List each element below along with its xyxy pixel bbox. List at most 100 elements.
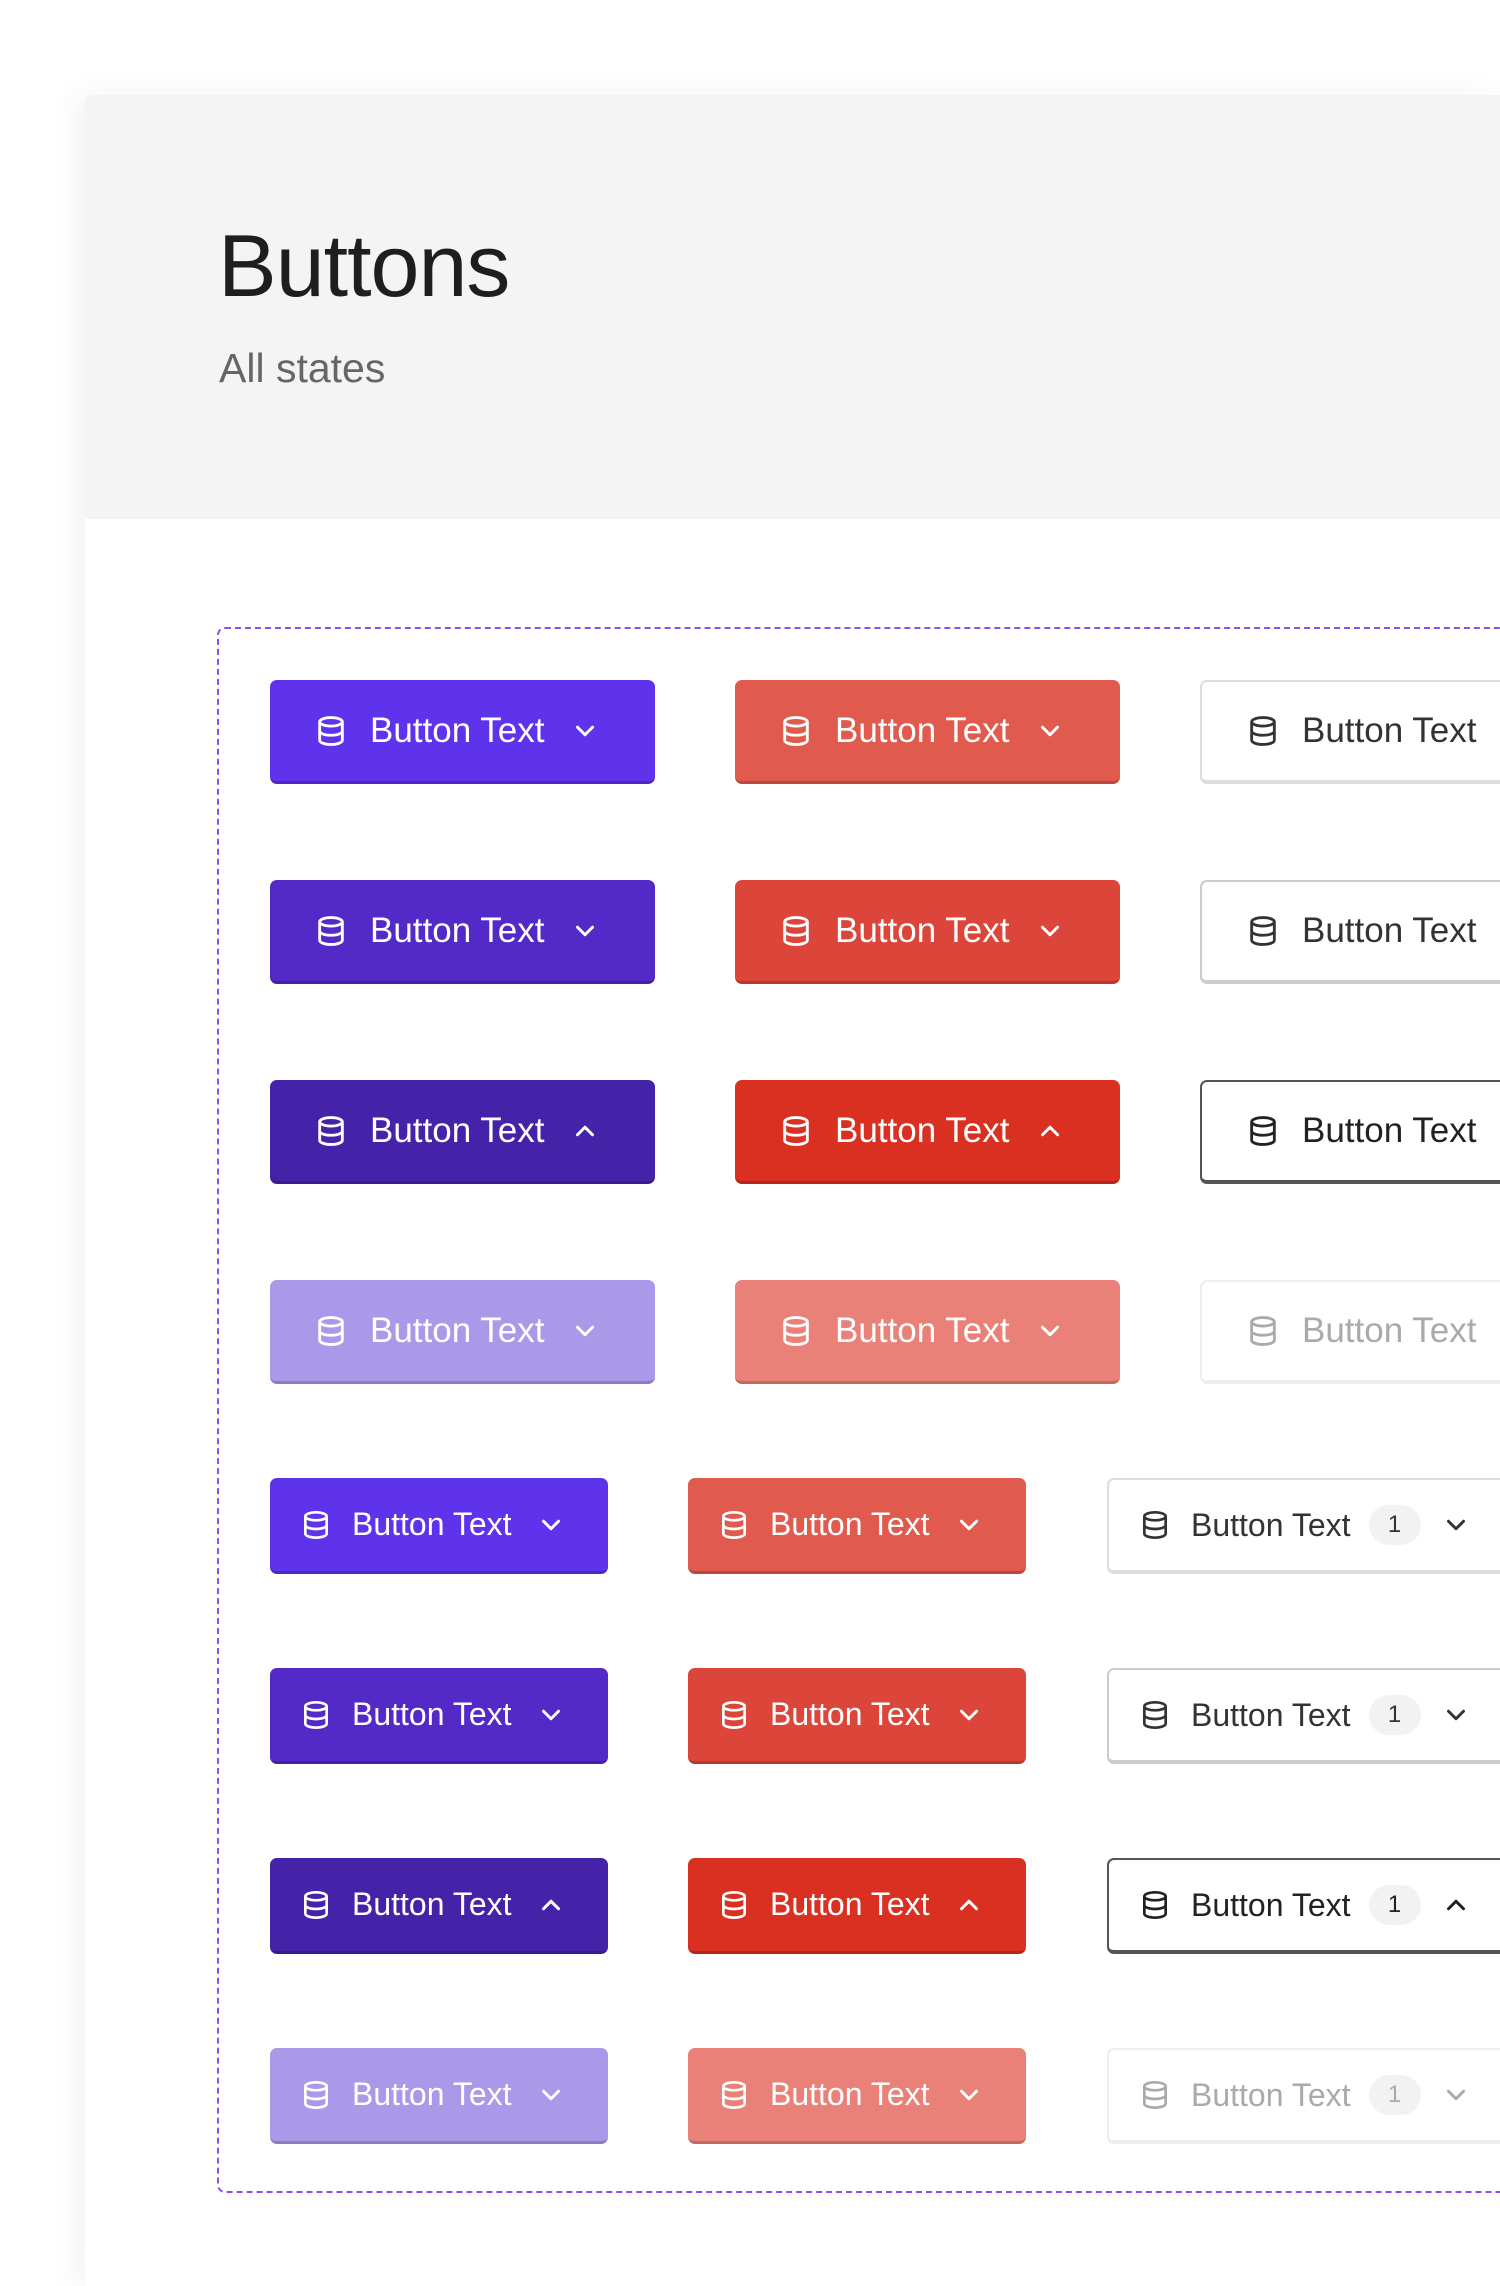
danger-lg-button-active[interactable]: Button Text [735,1080,1120,1184]
database-icon [300,1699,332,1731]
database-icon [314,914,348,948]
outline-sm-button-disabled[interactable]: Button Text 1 [1107,2048,1500,2144]
primary-lg-button-active[interactable]: Button Text [270,1080,655,1184]
database-icon [300,1889,332,1921]
chevron-up-icon [536,1890,566,1920]
outline-sm-button-default[interactable]: Button Text 1 [1107,1478,1500,1574]
button-label: Button Text [1302,911,1477,950]
card-header: Buttons All states [85,95,1500,519]
chevron-down-icon [570,1316,600,1346]
outline-lg-button-default[interactable]: Button Text [1200,680,1500,784]
chevron-down-icon [1441,2080,1471,2110]
database-icon [1139,1889,1171,1921]
outline-lg-button-hover[interactable]: Button Text [1200,880,1500,984]
button-label: Button Text [770,2076,930,2112]
button-label: Button Text [1191,1506,1351,1543]
chevron-down-icon [1035,716,1065,746]
chevron-up-icon [954,1890,984,1920]
danger-lg-button-hover[interactable]: Button Text [735,880,1120,984]
button-label: Button Text [770,1506,930,1542]
button-label: Button Text [370,910,545,950]
database-icon [1246,714,1280,748]
count-badge: 1 [1368,1505,1421,1545]
database-icon [314,1314,348,1348]
chevron-down-icon [1035,1316,1065,1346]
primary-sm-button-hover[interactable]: Button Text [270,1668,608,1764]
database-icon [300,2079,332,2111]
danger-sm-button-hover[interactable]: Button Text [688,1668,1026,1764]
button-label: Button Text [770,1886,930,1922]
database-icon [1139,2079,1171,2111]
button-label: Button Text [835,710,1010,750]
chevron-down-icon [954,1510,984,1540]
button-label: Button Text [370,710,545,750]
page-subtitle: All states [219,345,386,391]
outline-lg-button-active[interactable]: Button Text [1200,1080,1500,1184]
primary-lg-button-disabled[interactable]: Button Text [270,1280,655,1384]
database-icon [718,1509,750,1541]
database-icon [718,2079,750,2111]
count-badge: 1 [1368,1695,1421,1735]
database-icon [1246,914,1280,948]
chevron-up-icon [1441,1890,1471,1920]
chevron-down-icon [1441,1700,1471,1730]
danger-lg-button-default[interactable]: Button Text [735,680,1120,784]
database-icon [1246,1314,1280,1348]
count-badge: 1 [1368,2075,1421,2115]
primary-lg-button-hover[interactable]: Button Text [270,880,655,984]
button-label: Button Text [1302,711,1477,750]
chevron-down-icon [954,1700,984,1730]
button-label: Button Text [1302,1111,1477,1150]
button-label: Button Text [352,1696,512,1732]
button-label: Button Text [835,910,1010,950]
outline-sm-button-active[interactable]: Button Text 1 [1107,1858,1500,1954]
chevron-down-icon [954,2080,984,2110]
database-icon [1139,1699,1171,1731]
button-label: Button Text [1191,2076,1351,2113]
outline-lg-button-disabled[interactable]: Button Text [1200,1280,1500,1384]
database-icon [314,1114,348,1148]
button-label: Button Text [352,1506,512,1542]
primary-lg-button-default[interactable]: Button Text [270,680,655,784]
database-icon [300,1509,332,1541]
button-label: Button Text [1191,1696,1351,1733]
database-icon [1246,1114,1280,1148]
outline-sm-button-hover[interactable]: Button Text 1 [1107,1668,1500,1764]
button-label: Button Text [770,1696,930,1732]
danger-lg-button-disabled[interactable]: Button Text [735,1280,1120,1384]
database-icon [718,1889,750,1921]
page-title: Buttons [218,216,510,315]
database-icon [779,714,813,748]
chevron-down-icon [1035,916,1065,946]
database-icon [779,914,813,948]
database-icon [314,714,348,748]
button-label: Button Text [1191,1886,1351,1923]
chevron-down-icon [536,1700,566,1730]
chevron-up-icon [1035,1116,1065,1146]
chevron-down-icon [1441,1510,1471,1540]
chevron-up-icon [570,1116,600,1146]
component-frame [217,627,1500,2193]
button-label: Button Text [1302,1311,1477,1350]
chevron-down-icon [570,916,600,946]
button-label: Button Text [352,2076,512,2112]
button-label: Button Text [352,1886,512,1922]
database-icon [718,1699,750,1731]
count-badge: 1 [1368,1885,1421,1925]
primary-sm-button-default[interactable]: Button Text [270,1478,608,1574]
database-icon [779,1314,813,1348]
primary-sm-button-active[interactable]: Button Text [270,1858,608,1954]
chevron-down-icon [570,716,600,746]
danger-sm-button-default[interactable]: Button Text [688,1478,1026,1574]
database-icon [779,1114,813,1148]
primary-sm-button-disabled[interactable]: Button Text [270,2048,608,2144]
button-label: Button Text [835,1310,1010,1350]
chevron-down-icon [536,1510,566,1540]
button-label: Button Text [835,1110,1010,1150]
button-label: Button Text [370,1310,545,1350]
button-label: Button Text [370,1110,545,1150]
database-icon [1139,1509,1171,1541]
danger-sm-button-active[interactable]: Button Text [688,1858,1026,1954]
danger-sm-button-disabled[interactable]: Button Text [688,2048,1026,2144]
